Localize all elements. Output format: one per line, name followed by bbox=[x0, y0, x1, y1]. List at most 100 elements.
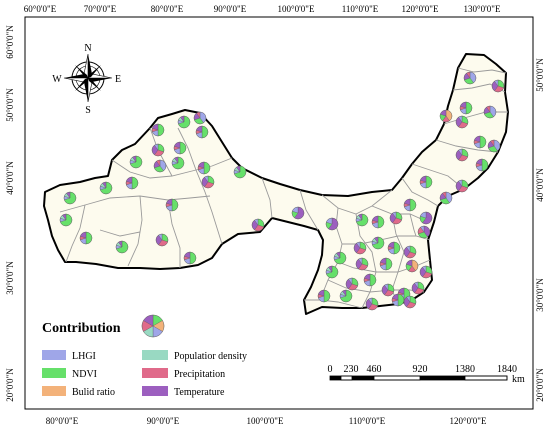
pie-glyph bbox=[459, 101, 473, 115]
pie-glyph bbox=[233, 165, 247, 179]
scale-tick-label: 0 bbox=[328, 364, 333, 375]
lat-label-left: 60°0'0"N bbox=[5, 25, 15, 59]
lon-label-bottom: 110°0'0"E bbox=[349, 416, 386, 426]
pie-glyph bbox=[439, 191, 453, 205]
pie-outline bbox=[403, 245, 417, 259]
legend-swatch-build-ratio bbox=[42, 386, 66, 396]
pie-glyph bbox=[151, 123, 165, 137]
bottom-longitude-labels: 80°0'0"E 90°0'0"E 100°0'0"E 110°0'0"E 12… bbox=[46, 416, 487, 426]
pie-outline bbox=[171, 156, 185, 170]
lon-label-top: 110°0'0"E bbox=[342, 4, 379, 14]
pie-glyph bbox=[339, 289, 353, 303]
pie-outline bbox=[151, 143, 165, 157]
scale-outline bbox=[329, 375, 508, 381]
scale-segment bbox=[352, 376, 374, 380]
legend-swatch-population-density bbox=[142, 350, 168, 360]
pie-glyph bbox=[141, 314, 165, 338]
lat-label-right: 40°0'0"N bbox=[535, 168, 545, 202]
pie-outline bbox=[439, 109, 453, 123]
pie-outline bbox=[291, 206, 305, 220]
scale-unit: km bbox=[512, 374, 525, 385]
province-boundaries bbox=[59, 67, 508, 309]
lat-label-right: 50°0'0"N bbox=[535, 58, 545, 92]
legend-title: Contribution bbox=[42, 321, 121, 336]
pie-outline bbox=[345, 277, 359, 291]
pie-outline bbox=[79, 231, 93, 245]
pie-outline bbox=[463, 71, 477, 85]
pie-outline bbox=[177, 115, 191, 129]
scale-segment bbox=[464, 375, 508, 381]
pie-outline bbox=[339, 289, 353, 303]
pie-outline bbox=[183, 251, 197, 265]
lon-label-top: 60°0'0"E bbox=[24, 4, 57, 14]
pie-outline bbox=[483, 105, 497, 119]
compass-e-label: E bbox=[115, 74, 121, 85]
pie-outline bbox=[473, 135, 487, 149]
pie-glyph bbox=[291, 206, 305, 220]
pie-glyph bbox=[63, 191, 77, 205]
pie-outline bbox=[115, 240, 129, 254]
pie-glyph bbox=[411, 281, 425, 295]
compass-w-label: W bbox=[52, 74, 62, 85]
pie-glyph bbox=[171, 156, 185, 170]
pie-glyph bbox=[371, 236, 385, 250]
pie-outline bbox=[411, 281, 425, 295]
pie-glyph bbox=[475, 158, 489, 172]
pie-outline bbox=[459, 101, 473, 115]
pie-glyph bbox=[251, 218, 265, 232]
pie-glyph bbox=[381, 283, 395, 297]
lon-label-bottom: 80°0'0"E bbox=[46, 416, 79, 426]
pie-glyph bbox=[419, 265, 433, 279]
scale-tick-label: 460 bbox=[367, 364, 382, 375]
pie-outline bbox=[475, 158, 489, 172]
pie-glyph bbox=[391, 293, 405, 307]
pie-glyph bbox=[365, 297, 379, 311]
pie-outline bbox=[233, 165, 247, 179]
pie-outline bbox=[389, 211, 403, 225]
pie-glyph bbox=[79, 231, 93, 245]
pie-glyph bbox=[197, 161, 211, 175]
legend-swatch-precipitation bbox=[142, 368, 168, 378]
scale-segment bbox=[420, 376, 465, 380]
scale-tick-label: 1840 bbox=[497, 364, 517, 375]
pie-outline bbox=[353, 241, 367, 255]
pie-glyph bbox=[463, 71, 477, 85]
pie-outline bbox=[387, 241, 401, 255]
pie-outline bbox=[403, 295, 417, 309]
lon-label-top: 80°0'0"E bbox=[151, 4, 184, 14]
pie-outline bbox=[129, 155, 143, 169]
pie-glyph bbox=[473, 135, 487, 149]
pie-glyph bbox=[387, 241, 401, 255]
pie-outline bbox=[371, 236, 385, 250]
pie-outline bbox=[381, 283, 395, 297]
pie-glyph bbox=[419, 175, 433, 189]
legend: Contribution LHGI NDVI Bulid ratio Popul… bbox=[42, 314, 247, 398]
legend-label-precipitation: Precipitation bbox=[174, 369, 225, 380]
pie-outline bbox=[419, 265, 433, 279]
pie-glyph bbox=[201, 175, 215, 189]
pie-outline bbox=[325, 217, 339, 231]
pie-glyph bbox=[379, 257, 393, 271]
pie-outline bbox=[379, 257, 393, 271]
pie-glyph bbox=[193, 111, 207, 125]
pie-glyph bbox=[405, 259, 419, 273]
pie-outline bbox=[63, 191, 77, 205]
pie-outline bbox=[99, 181, 113, 195]
top-longitude-labels: 60°0'0"E 70°0'0"E 80°0'0"E 90°0'0"E 100°… bbox=[24, 4, 501, 14]
legend-swatch-temperature bbox=[142, 386, 168, 396]
scale-bar: 0 230 460 920 1380 1840 km bbox=[328, 364, 526, 385]
pie-outline bbox=[355, 257, 369, 271]
lon-label-bottom: 90°0'0"E bbox=[147, 416, 180, 426]
pie-glyph bbox=[455, 179, 469, 193]
pie-glyph bbox=[59, 213, 73, 227]
compass-s-label: S bbox=[85, 105, 91, 116]
pie-outline bbox=[165, 198, 179, 212]
scale-segment bbox=[340, 375, 353, 381]
scale-tick-label: 920 bbox=[413, 364, 428, 375]
pie-glyph bbox=[439, 109, 453, 123]
pie-outline bbox=[363, 273, 377, 287]
compass-n-label: N bbox=[84, 43, 91, 54]
lat-label-left: 50°0'0"N bbox=[5, 88, 15, 122]
pie-glyph bbox=[99, 181, 113, 195]
